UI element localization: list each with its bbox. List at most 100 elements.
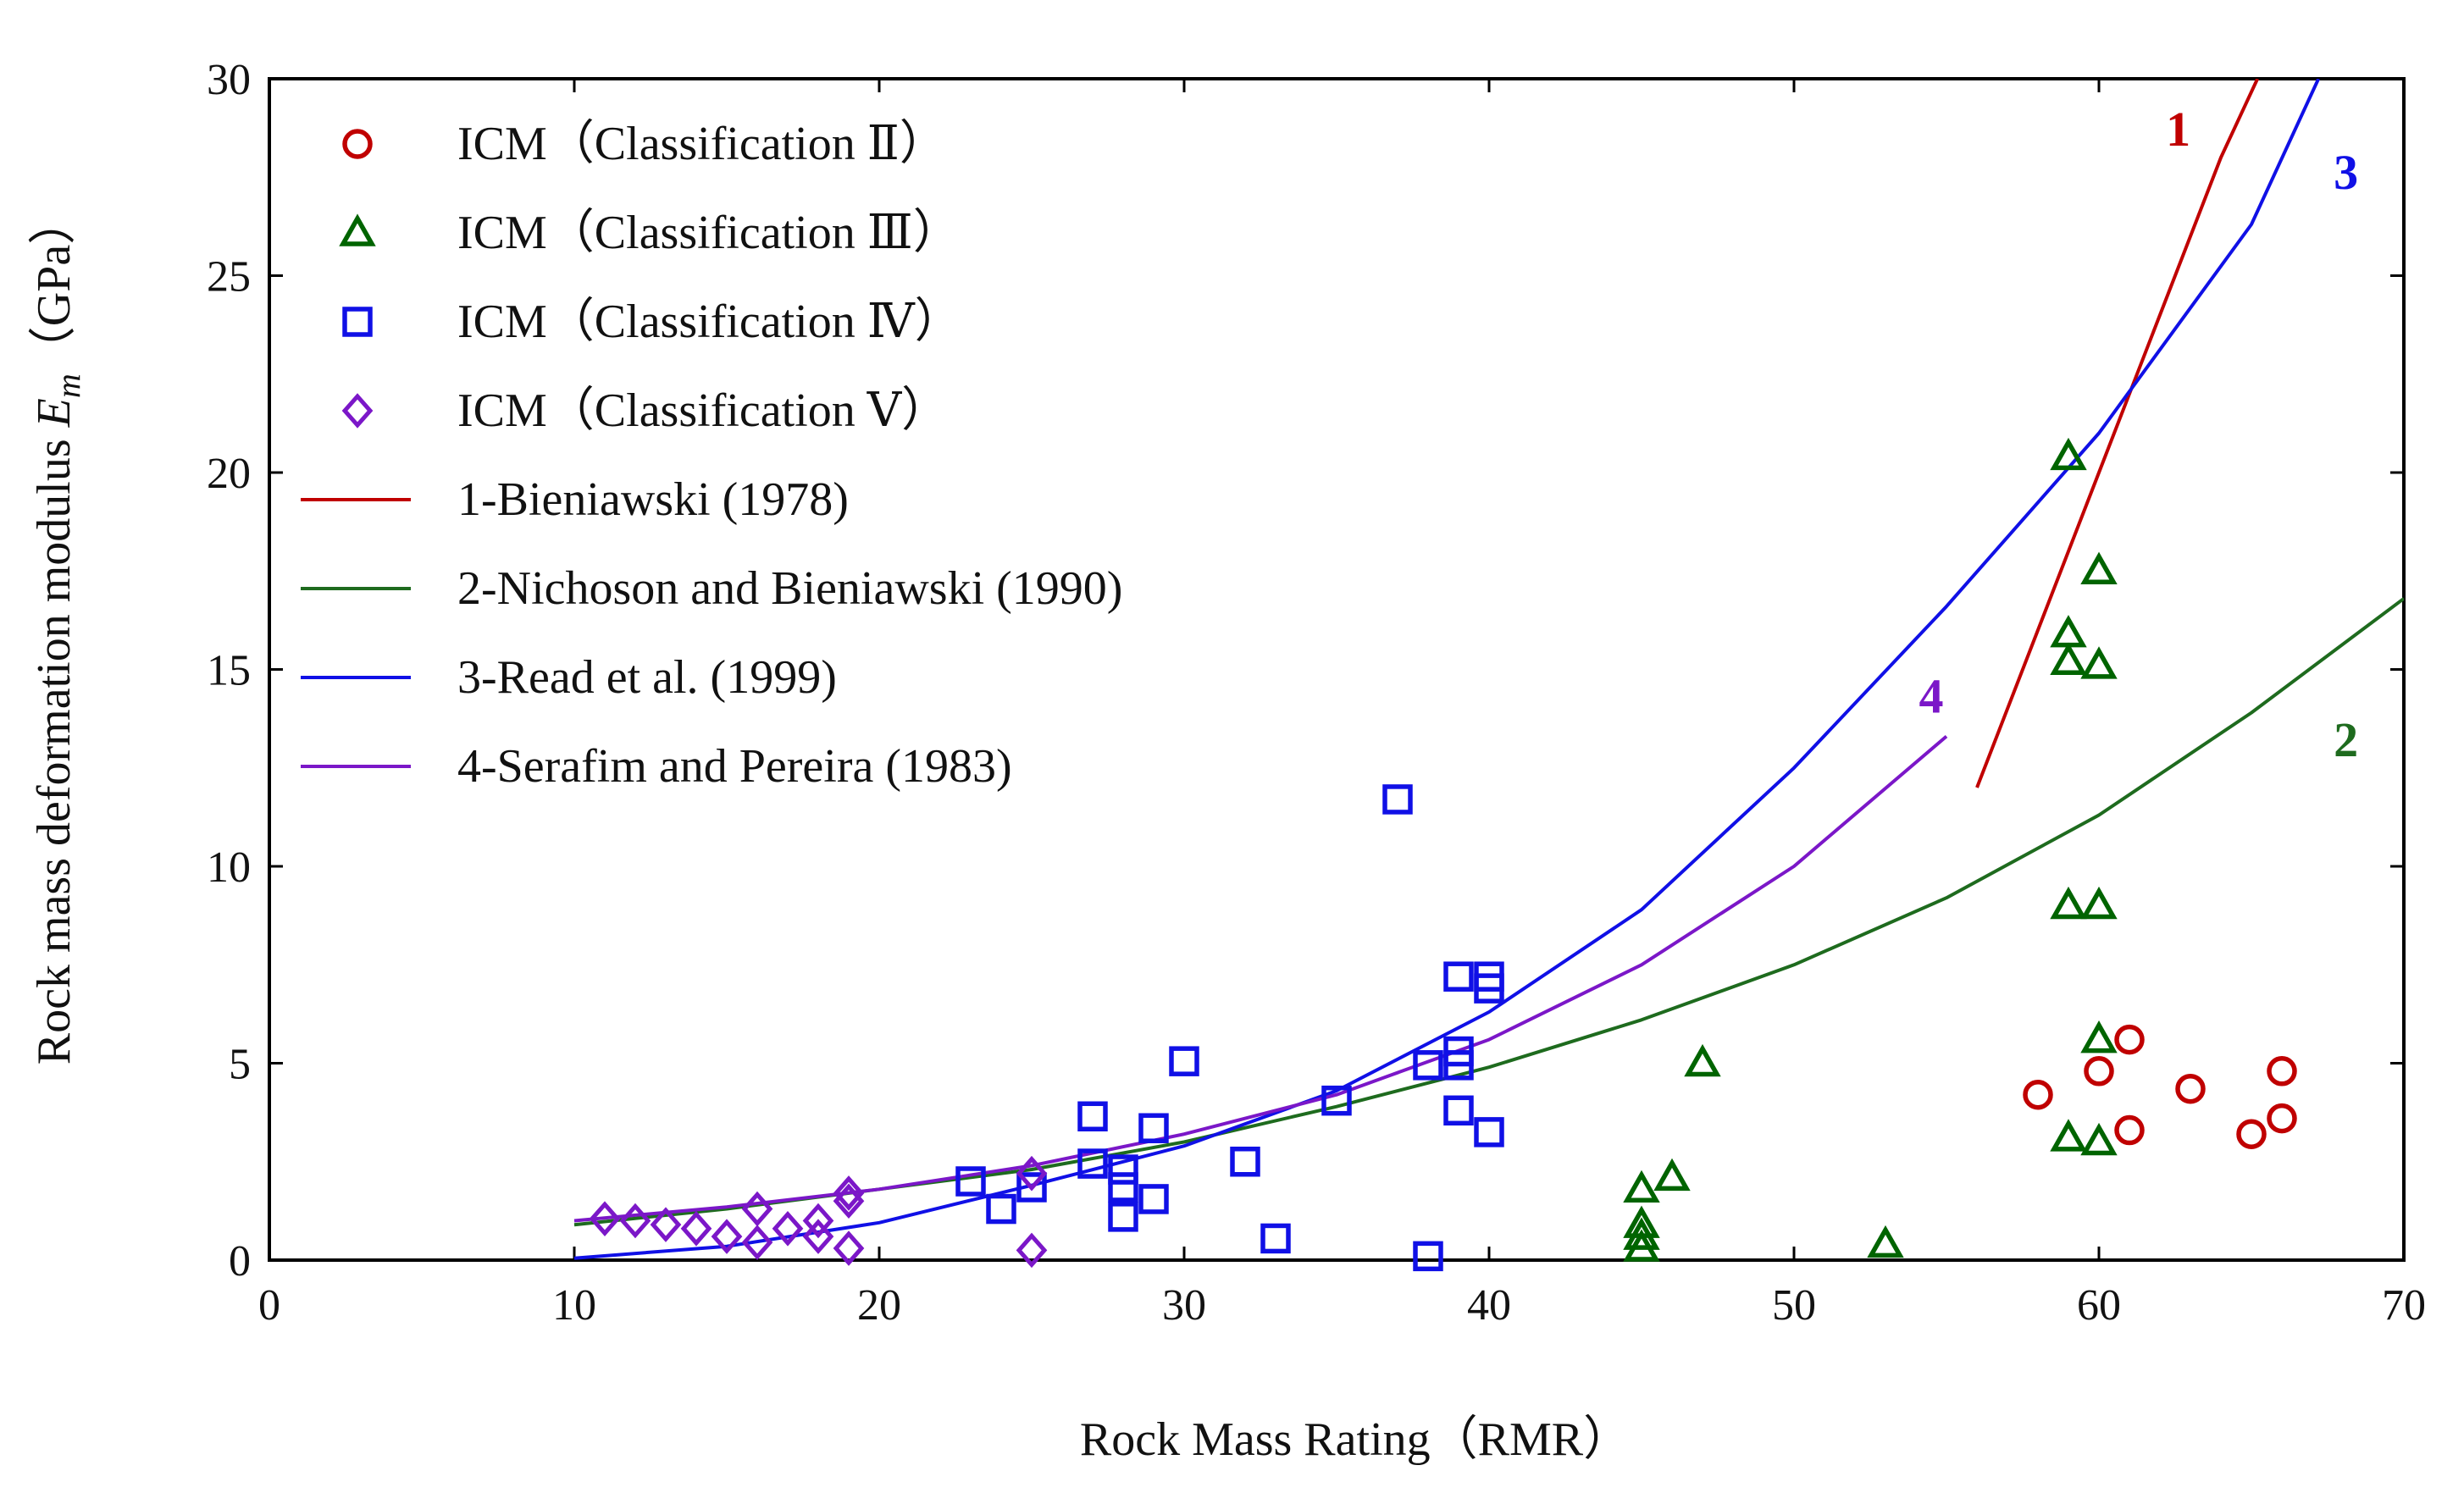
point-class4 (1138, 1184, 1169, 1214)
axis-ticks: 0 10 20 30 40 50 60 70 0 5 10 15 20 25 30 (207, 56, 2426, 1330)
point-class3 (1623, 1170, 1660, 1203)
legend-label-class4: ICM（Classification Ⅳ） (457, 296, 962, 348)
legend-label-curve4: 4-Serafim and Pereira (1983) (457, 740, 1012, 793)
y-axis-title-prefix: Rock mass deformation modulus (28, 427, 80, 1064)
point-class3 (1653, 1158, 1691, 1192)
point-class5 (680, 1211, 712, 1247)
x-tick-label: 60 (2077, 1281, 2121, 1330)
legend-marker-class5 (341, 393, 374, 429)
y-tick-label: 25 (207, 253, 251, 301)
point-class3 (1623, 1217, 1660, 1250)
point-class5 (833, 1175, 865, 1211)
point-class5 (741, 1225, 773, 1260)
x-tick-label: 10 (552, 1281, 596, 1330)
point-class3 (1867, 1225, 1904, 1258)
point-class4 (1382, 784, 1413, 815)
point-class2 (2175, 1073, 2206, 1104)
point-class4 (1138, 1113, 1169, 1143)
curve-curve4 (573, 734, 1948, 1223)
legend-label-curve2: 2-Nichoson and Bieniawski (1990) (457, 562, 1122, 615)
point-class5 (1016, 1232, 1048, 1269)
data-points (589, 437, 2297, 1272)
legend-label-class2: ICM（Classification Ⅱ） (457, 118, 947, 170)
y-tick-label: 20 (207, 450, 251, 498)
curve-label-curve3: 3 (2334, 145, 2358, 200)
legend: ICM（Classification Ⅱ） ICM（Classification … (301, 118, 1122, 793)
point-class5 (802, 1219, 834, 1254)
y-axis-title-subscript: m (49, 373, 87, 398)
point-class3 (2080, 1122, 2118, 1156)
point-class4 (1413, 1050, 1443, 1081)
point-class2 (2267, 1103, 2297, 1134)
point-class4 (1474, 1117, 1504, 1147)
curve-curve1 (1975, 79, 2260, 788)
point-class5 (802, 1203, 834, 1239)
point-class4 (1077, 1148, 1108, 1179)
point-class3 (1623, 1229, 1660, 1262)
x-axis-title: Rock Mass Rating（RMR） (1080, 1413, 1631, 1466)
x-tick-label: 70 (2382, 1281, 2426, 1330)
x-tick-label: 30 (1162, 1281, 1206, 1330)
legend-marker-class4 (342, 307, 373, 337)
y-tick-label: 0 (229, 1237, 251, 1286)
point-class4 (1443, 1095, 1474, 1126)
point-class3 (2080, 551, 2118, 584)
point-class5 (589, 1201, 621, 1236)
point-class3 (2080, 646, 2118, 679)
point-class5 (772, 1211, 804, 1247)
curve-labels: 1 2 3 4 (1919, 102, 2359, 767)
point-class3 (2080, 1020, 2118, 1053)
point-class3 (2050, 615, 2087, 648)
y-tick-label: 10 (207, 843, 251, 892)
y-tick-label: 15 (207, 647, 251, 695)
point-class5 (1016, 1155, 1048, 1192)
point-class4 (1108, 1154, 1138, 1185)
y-tick-label: 5 (229, 1041, 251, 1089)
curve-curve3 (573, 79, 2321, 1260)
point-class3 (2050, 1119, 2087, 1152)
point-class4 (1016, 1172, 1047, 1203)
point-class4 (1169, 1046, 1199, 1076)
point-class3 (2080, 886, 2118, 920)
curve-curve2 (573, 597, 2404, 1227)
y-tick-label: 30 (207, 56, 251, 104)
point-class3 (2050, 437, 2087, 471)
point-class3 (1684, 1043, 1721, 1077)
y-axis-title-unit: （GPa） (28, 197, 80, 373)
legend-label-class5: ICM（Classification Ⅴ） (457, 384, 949, 437)
curve-label-curve1: 1 (2166, 102, 2190, 157)
curve-label-curve4: 4 (1919, 669, 1944, 724)
legend-marker-class3 (339, 213, 376, 246)
y-axis-title-symbol: E (28, 398, 80, 428)
point-class5 (833, 1230, 865, 1266)
point-class5 (833, 1183, 865, 1219)
x-tick-label: 50 (1772, 1281, 1816, 1330)
legend-label-curve1: 1-Bieniawski (1978) (457, 473, 849, 526)
point-class4 (1413, 1241, 1443, 1272)
point-class4 (1108, 1202, 1138, 1232)
point-class3 (2050, 886, 2087, 920)
point-class4 (986, 1193, 1016, 1225)
point-class2 (2023, 1079, 2053, 1110)
point-class3 (2050, 642, 2087, 675)
point-class5 (650, 1207, 682, 1242)
point-class5 (741, 1191, 773, 1227)
x-tick-label: 20 (857, 1281, 901, 1330)
point-class4 (1443, 961, 1474, 992)
point-class5 (711, 1219, 743, 1254)
point-class4 (1077, 1101, 1108, 1132)
point-class5 (619, 1203, 651, 1239)
legend-label-curve3: 3-Read et al. (1999) (457, 651, 837, 704)
x-tick-label: 0 (258, 1281, 280, 1330)
legend-label-class3: ICM（Classification Ⅲ） (457, 207, 961, 259)
point-class2 (2267, 1056, 2297, 1087)
point-class4 (1443, 1050, 1474, 1081)
point-class4 (1230, 1147, 1260, 1177)
point-class4 (1108, 1172, 1138, 1203)
point-class4 (1260, 1223, 1291, 1254)
curve-label-curve2: 2 (2334, 712, 2358, 767)
point-class4 (1474, 973, 1504, 1004)
y-axis-title: Rock mass deformation modulus Em（GPa） (28, 197, 87, 1064)
point-class2 (2114, 1114, 2145, 1146)
